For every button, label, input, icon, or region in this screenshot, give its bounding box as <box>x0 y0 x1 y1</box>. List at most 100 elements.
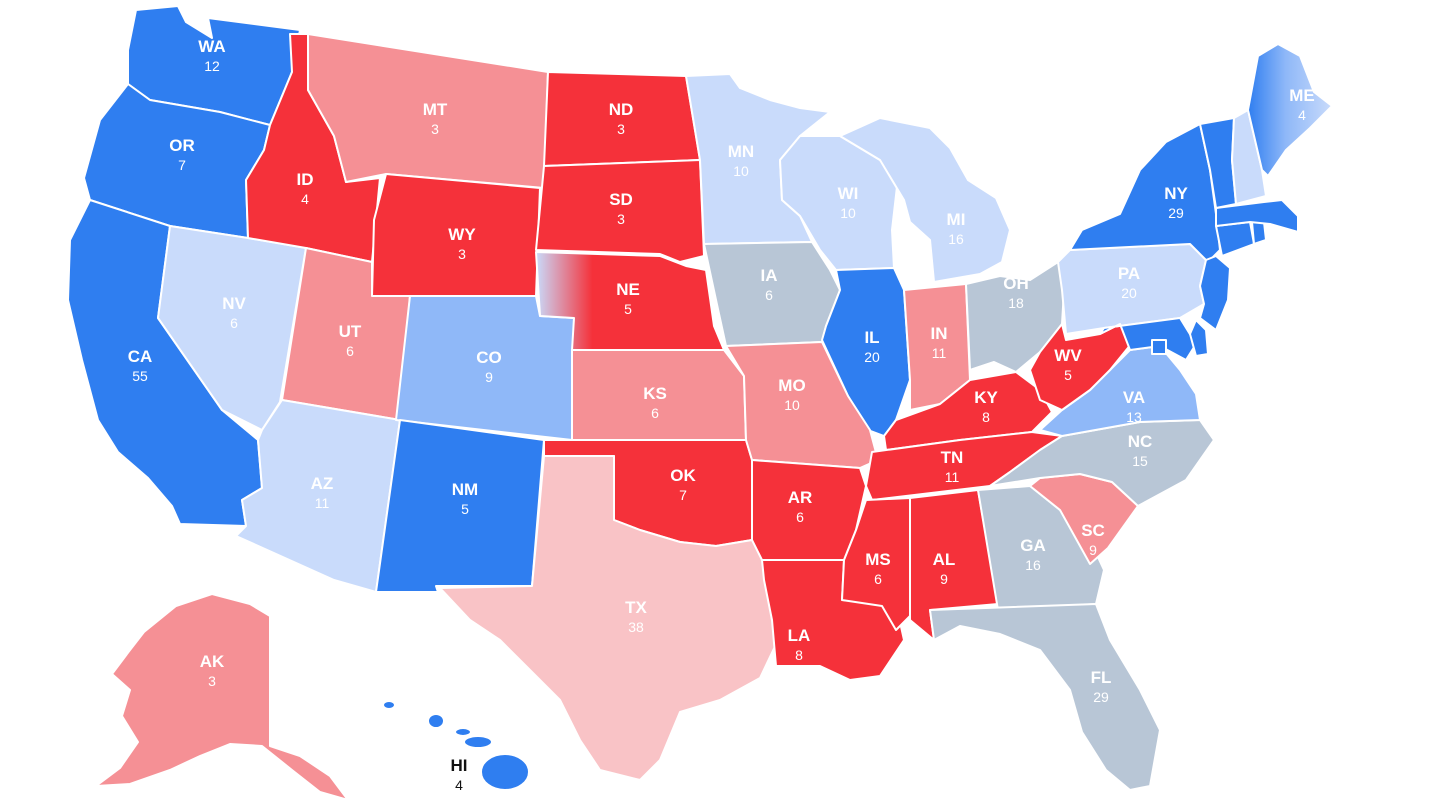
electoral-votes-nm: 5 <box>461 501 469 517</box>
state-label-mi: MI 16 <box>947 210 966 247</box>
state-label-ms: MS 6 <box>865 550 891 587</box>
state-code-wa: WA <box>198 37 225 56</box>
electoral-votes-nv: 6 <box>230 315 238 331</box>
state-label-ky: KY 8 <box>974 388 998 425</box>
state-code-or: OR <box>169 136 195 155</box>
state-nj[interactable] <box>1199 255 1231 331</box>
state-de[interactable] <box>1189 319 1209 357</box>
state-ne[interactable] <box>535 251 725 351</box>
state-label-or: OR 7 <box>169 136 195 173</box>
state-dc[interactable] <box>1151 339 1167 355</box>
state-ar[interactable] <box>751 459 867 561</box>
electoral-votes-ky: 8 <box>982 409 990 425</box>
state-code-wi: WI <box>838 184 859 203</box>
state-label-wv: WV 5 <box>1054 346 1082 383</box>
states-layer <box>67 5 1333 801</box>
electoral-votes-nc: 15 <box>1132 453 1148 469</box>
electoral-votes-hi: 4 <box>455 777 463 793</box>
electoral-votes-nd: 3 <box>617 121 625 137</box>
state-code-fl: FL <box>1091 668 1112 687</box>
state-label-nc: NC 15 <box>1128 432 1153 469</box>
state-ct[interactable] <box>1215 221 1255 257</box>
electoral-votes-mo: 10 <box>784 397 800 413</box>
electoral-votes-wy: 3 <box>458 246 466 262</box>
electoral-votes-oh: 18 <box>1008 295 1024 311</box>
state-tx[interactable] <box>439 455 779 781</box>
state-ny[interactable] <box>1069 123 1221 263</box>
state-label-ia: IA 6 <box>761 266 778 303</box>
state-labels-layer: WA12OR7CA55NV6ID4MT3WY3UT6AZ11CO9NM5ND3S… <box>128 37 1315 793</box>
state-code-ne: NE <box>616 280 640 299</box>
state-label-va: VA 13 <box>1123 388 1145 425</box>
state-code-mo: MO <box>778 376 805 395</box>
electoral-votes-sd: 3 <box>617 211 625 227</box>
electoral-votes-wa: 12 <box>204 58 220 74</box>
state-label-ny: NY 29 <box>1164 184 1188 221</box>
state-me[interactable] <box>1247 43 1333 177</box>
state-code-ny: NY <box>1164 184 1188 203</box>
state-code-nv: NV <box>222 294 246 313</box>
state-nm[interactable] <box>375 419 545 593</box>
state-code-az: AZ <box>311 474 334 493</box>
state-ma[interactable] <box>1215 199 1299 233</box>
state-label-oh: OH 18 <box>1003 274 1029 311</box>
electoral-votes-va: 13 <box>1126 409 1142 425</box>
state-label-al: AL 9 <box>933 550 956 587</box>
electoral-votes-ia: 6 <box>765 287 773 303</box>
electoral-votes-wv: 5 <box>1064 367 1072 383</box>
state-ri[interactable] <box>1251 221 1267 245</box>
state-label-nm: NM 5 <box>452 480 478 517</box>
state-code-ky: KY <box>974 388 998 407</box>
state-code-il: IL <box>864 328 879 347</box>
state-label-ks: KS 6 <box>643 384 667 421</box>
state-label-ga: GA 16 <box>1020 536 1046 573</box>
state-code-hi: HI <box>451 756 468 775</box>
state-label-co: CO 9 <box>476 348 502 385</box>
electoral-votes-id: 4 <box>301 191 309 207</box>
state-hi[interactable] <box>382 700 530 791</box>
electoral-votes-la: 8 <box>795 647 803 663</box>
state-code-ok: OK <box>670 466 696 485</box>
state-code-id: ID <box>297 170 314 189</box>
state-code-in: IN <box>931 324 948 343</box>
state-code-ks: KS <box>643 384 667 403</box>
state-code-ia: IA <box>761 266 778 285</box>
state-label-in: IN 11 <box>931 324 948 361</box>
state-wi[interactable] <box>779 135 899 271</box>
state-code-nc: NC <box>1128 432 1153 451</box>
state-label-az: AZ 11 <box>311 474 334 511</box>
state-code-me: ME <box>1289 86 1315 105</box>
state-label-il: IL 20 <box>864 328 880 365</box>
electoral-votes-ny: 29 <box>1168 205 1184 221</box>
state-label-sd: SD 3 <box>609 190 633 227</box>
state-ak[interactable] <box>95 593 349 801</box>
electoral-votes-mt: 3 <box>431 121 439 137</box>
state-label-wi: WI 10 <box>838 184 859 221</box>
state-code-mn: MN <box>728 142 754 161</box>
state-label-wa: WA 12 <box>198 37 225 74</box>
electoral-votes-me: 4 <box>1298 107 1306 123</box>
state-code-mi: MI <box>947 210 966 229</box>
state-label-ak: AK 3 <box>200 652 225 689</box>
state-label-wy: WY 3 <box>448 225 476 262</box>
state-code-nd: ND <box>609 100 634 119</box>
state-co[interactable] <box>395 295 575 441</box>
state-md[interactable] <box>1099 317 1197 361</box>
state-wv[interactable] <box>1029 323 1137 411</box>
state-fl[interactable] <box>929 603 1161 791</box>
state-code-ga: GA <box>1020 536 1046 555</box>
state-nd[interactable] <box>543 71 701 167</box>
electoral-votes-in: 11 <box>932 345 947 361</box>
state-il[interactable] <box>821 267 911 437</box>
state-label-la: LA 8 <box>788 626 811 663</box>
state-code-la: LA <box>788 626 811 645</box>
electoral-votes-mi: 16 <box>948 231 964 247</box>
state-label-fl: FL 29 <box>1091 668 1112 705</box>
electoral-votes-mn: 10 <box>733 163 749 179</box>
state-mi[interactable] <box>839 117 1011 283</box>
electoral-votes-sc: 9 <box>1089 542 1097 558</box>
electoral-votes-ar: 6 <box>796 509 804 525</box>
state-code-ca: CA <box>128 347 153 366</box>
state-code-tx: TX <box>625 598 647 617</box>
state-code-ut: UT <box>339 322 362 341</box>
